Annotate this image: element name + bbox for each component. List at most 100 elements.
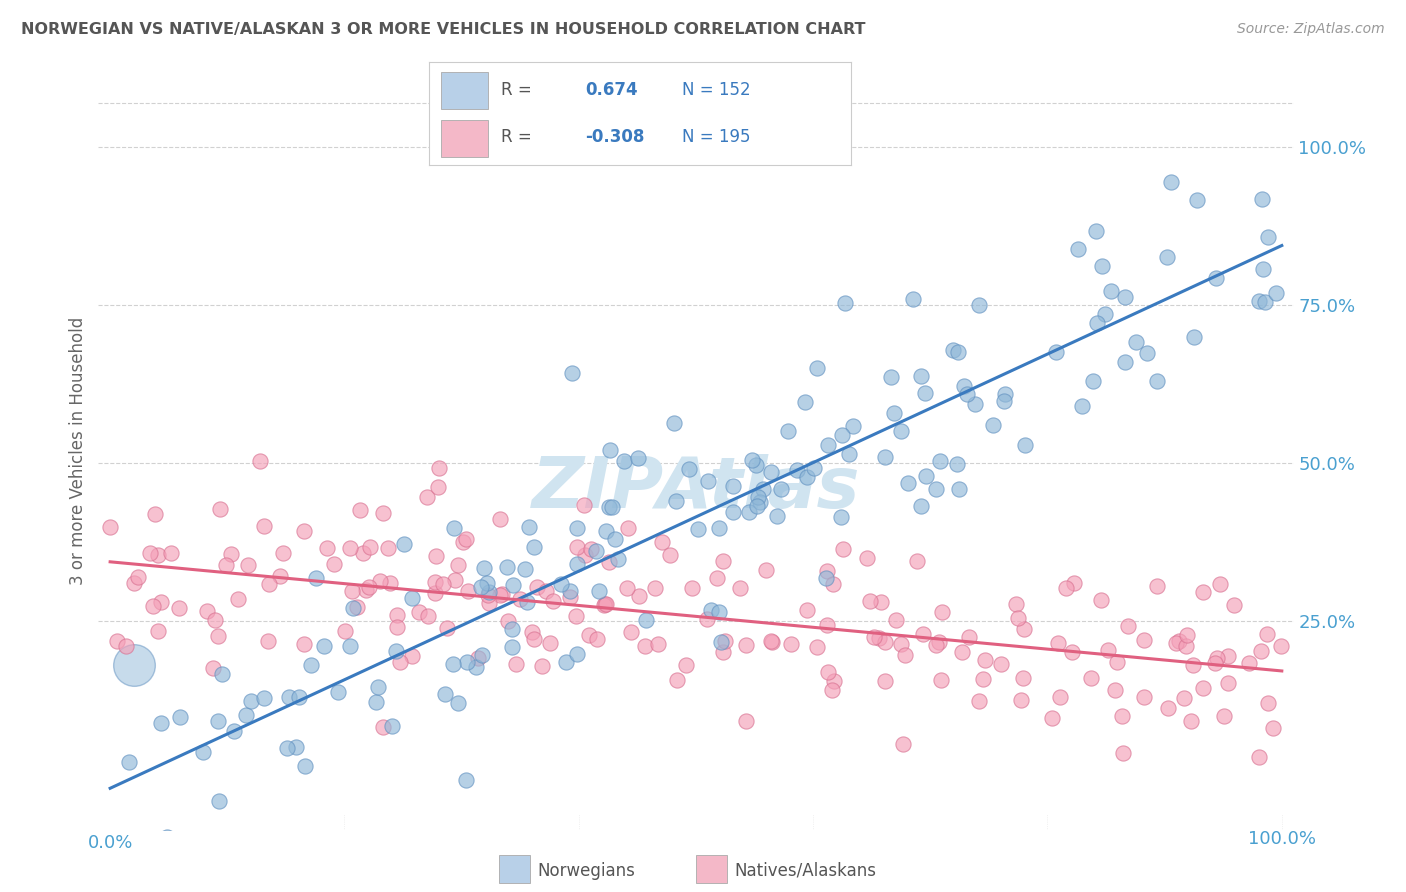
Point <box>451 535 474 549</box>
Point <box>620 624 643 639</box>
Point <box>150 715 173 730</box>
Point <box>863 631 886 645</box>
Point <box>627 589 650 603</box>
Point <box>444 573 467 587</box>
Point <box>340 584 363 599</box>
Point <box>384 644 406 658</box>
Point <box>276 741 298 756</box>
Point <box>502 577 524 591</box>
Point <box>292 636 315 650</box>
Point <box>1133 690 1156 705</box>
Point <box>401 591 423 606</box>
Point <box>993 393 1015 408</box>
Text: Norwegians: Norwegians <box>537 862 636 880</box>
Point <box>1254 295 1277 310</box>
Point <box>880 370 903 384</box>
Point <box>488 588 510 602</box>
Point <box>1007 611 1029 625</box>
Point <box>456 656 478 670</box>
Point <box>912 627 935 641</box>
Point <box>714 633 737 648</box>
Point <box>271 546 294 560</box>
Point <box>257 577 280 591</box>
Point <box>1212 708 1234 723</box>
Point <box>761 465 783 479</box>
Point <box>675 657 697 672</box>
Point <box>127 570 149 584</box>
Point <box>735 714 758 728</box>
Point <box>381 719 404 733</box>
Point <box>1185 193 1208 207</box>
Point <box>644 581 666 595</box>
Point <box>893 648 915 662</box>
Point <box>963 396 986 410</box>
Point <box>745 458 768 472</box>
Point <box>269 569 291 583</box>
Point <box>226 591 249 606</box>
Point <box>441 657 464 671</box>
Point <box>748 495 770 509</box>
Point <box>886 613 908 627</box>
Point <box>249 454 271 468</box>
Point <box>1105 656 1128 670</box>
Point <box>1090 593 1112 607</box>
Point <box>565 521 588 535</box>
Point <box>496 559 519 574</box>
Text: Natives/Alaskans: Natives/Alaskans <box>734 862 876 880</box>
Point <box>815 571 838 585</box>
Point <box>990 657 1012 672</box>
Point <box>418 609 440 624</box>
Point <box>425 549 447 564</box>
Point <box>592 598 614 612</box>
Point <box>364 695 387 709</box>
Point <box>1112 746 1135 760</box>
Point <box>477 585 499 599</box>
Point <box>1223 598 1246 612</box>
Point <box>315 541 337 556</box>
Point <box>208 794 231 808</box>
Point <box>627 450 650 465</box>
Point <box>434 687 457 701</box>
Point <box>634 639 657 653</box>
Point <box>299 658 322 673</box>
Point <box>1104 682 1126 697</box>
Point <box>713 554 735 568</box>
Point <box>257 633 280 648</box>
Point <box>910 500 932 514</box>
Point <box>806 640 828 654</box>
Point <box>1133 632 1156 647</box>
Point <box>501 640 523 654</box>
Point <box>427 480 450 494</box>
Point <box>803 461 825 475</box>
Point <box>436 621 458 635</box>
Point <box>957 630 980 644</box>
Point <box>834 296 856 310</box>
Point <box>741 453 763 467</box>
Point <box>1182 330 1205 344</box>
Point <box>586 632 609 646</box>
Point <box>776 424 799 438</box>
Text: NORWEGIAN VS NATIVE/ALASKAN 3 OR MORE VEHICLES IN HOUSEHOLD CORRELATION CHART: NORWEGIAN VS NATIVE/ALASKAN 3 OR MORE VE… <box>21 22 866 37</box>
Point <box>472 560 495 574</box>
Point <box>285 740 308 755</box>
Point <box>969 298 991 312</box>
Point <box>1045 345 1067 359</box>
Point <box>516 595 538 609</box>
Point <box>711 645 734 659</box>
Point <box>432 576 454 591</box>
Point <box>1257 696 1279 710</box>
Point <box>942 343 965 357</box>
Point <box>491 587 513 601</box>
Point <box>890 637 912 651</box>
Point <box>565 609 588 624</box>
Point <box>1014 438 1036 452</box>
Point <box>1010 692 1032 706</box>
Point <box>224 724 246 739</box>
Point <box>901 292 924 306</box>
Point <box>1177 628 1199 642</box>
Point <box>868 631 890 645</box>
Point <box>207 629 229 643</box>
Point <box>815 618 838 632</box>
Point <box>253 519 276 533</box>
Point <box>613 454 636 468</box>
